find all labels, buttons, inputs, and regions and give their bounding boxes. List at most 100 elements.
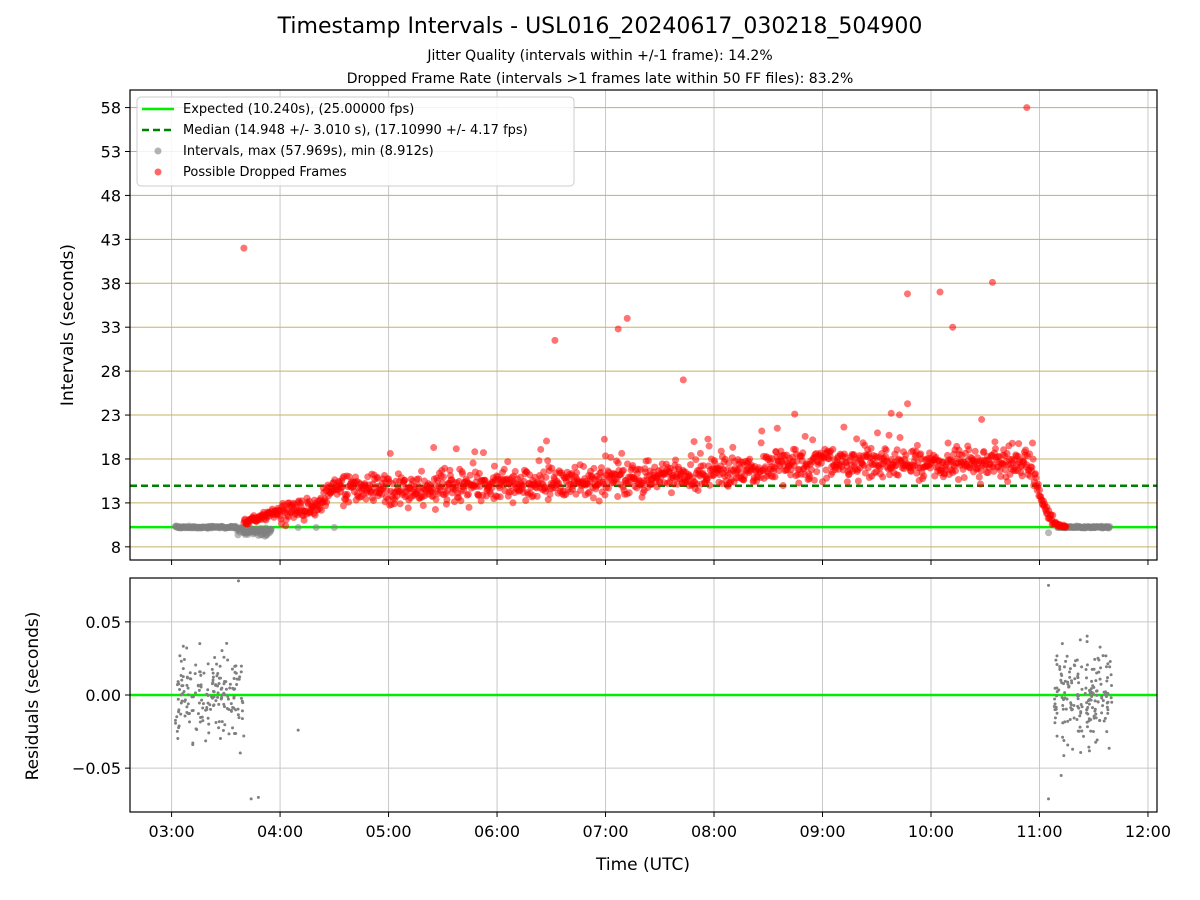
residual-point bbox=[224, 687, 228, 691]
dropped-frame-point bbox=[1028, 463, 1036, 471]
dropped-frame-point bbox=[773, 424, 781, 432]
residual-point bbox=[185, 705, 189, 709]
dropped-frame-point bbox=[626, 479, 634, 487]
residual-point bbox=[1086, 712, 1090, 716]
residual-point bbox=[1076, 672, 1080, 676]
dropped-frame-point bbox=[853, 435, 861, 443]
residual-point bbox=[1109, 673, 1113, 677]
interval-point bbox=[204, 524, 212, 532]
dropped-frame-point bbox=[317, 506, 325, 514]
dropped-frame-point bbox=[546, 490, 554, 498]
residual-point bbox=[1085, 725, 1089, 729]
top-ytick-label: 13 bbox=[101, 494, 121, 513]
legend-dropped-swatch bbox=[154, 168, 162, 176]
residual-point bbox=[1087, 702, 1091, 706]
dropped-frame-point bbox=[988, 278, 996, 286]
residual-point bbox=[1104, 665, 1108, 669]
residual-point bbox=[223, 723, 227, 727]
residual-point bbox=[207, 722, 211, 726]
dropped-frame-point bbox=[614, 325, 622, 333]
residual-point bbox=[175, 683, 179, 687]
residual-point bbox=[1095, 693, 1099, 697]
residual-point bbox=[1063, 679, 1067, 683]
dropped-frame-point bbox=[976, 480, 984, 488]
residual-point bbox=[1093, 657, 1097, 661]
residual-point bbox=[1098, 718, 1102, 722]
dropped-frame-point bbox=[687, 452, 695, 460]
dropped-frame-point bbox=[511, 468, 519, 476]
residual-point bbox=[218, 737, 222, 741]
bottom-axis: 03:00 04:00 05:00 06:00 07:00 08:00 09:00 10:00… bbox=[72, 613, 1171, 841]
residual-point bbox=[1055, 734, 1059, 738]
dropped-frame-point bbox=[896, 434, 904, 442]
dropped-frame-point bbox=[867, 444, 875, 452]
residual-point bbox=[1053, 702, 1057, 706]
dropped-frame-point bbox=[607, 453, 615, 461]
dropped-frame-point bbox=[548, 464, 556, 472]
residual-point bbox=[188, 720, 192, 724]
chart-title: Timestamp Intervals - USL016_20240617_03… bbox=[277, 14, 923, 39]
bottom-points bbox=[173, 579, 1114, 801]
residual-point bbox=[1101, 704, 1105, 708]
residual-point bbox=[224, 680, 228, 684]
residual-point bbox=[198, 642, 202, 646]
dropped-frame-point bbox=[997, 472, 1005, 480]
residual-point bbox=[1101, 699, 1105, 703]
residual-point bbox=[194, 727, 198, 731]
residual-point bbox=[1059, 773, 1063, 777]
residual-point bbox=[241, 701, 245, 705]
residual-point bbox=[1092, 667, 1096, 671]
legend-median-label: Median (14.948 +/- 3.010 s), (17.10990 +… bbox=[183, 123, 528, 138]
dropped-frame-point bbox=[879, 473, 887, 481]
dropped-frame-point bbox=[996, 466, 1004, 474]
residual-point bbox=[220, 693, 224, 697]
residual-point bbox=[219, 687, 223, 691]
residual-point bbox=[1055, 690, 1059, 694]
residual-point bbox=[181, 684, 185, 688]
dropped-frame-point bbox=[339, 502, 347, 510]
dropped-frame-point bbox=[954, 475, 962, 483]
top-points bbox=[171, 104, 1114, 540]
bottom-ytick-label: 0.00 bbox=[85, 686, 121, 705]
residual-point bbox=[1082, 734, 1086, 738]
residual-point bbox=[196, 684, 200, 688]
dropped-frame-point bbox=[936, 288, 944, 296]
interval-point bbox=[244, 528, 252, 536]
bottom-xtick-label: 09:00 bbox=[799, 822, 845, 841]
top-ytick-label: 58 bbox=[101, 99, 121, 118]
residual-point bbox=[207, 731, 211, 735]
dropped-frame-point bbox=[544, 457, 552, 465]
dropped-frame-point bbox=[526, 471, 534, 479]
residual-point bbox=[1094, 679, 1098, 683]
dropped-frame-point bbox=[894, 471, 902, 479]
residual-point bbox=[1094, 712, 1098, 716]
residual-point bbox=[211, 671, 215, 675]
dropped-frame-point bbox=[795, 479, 803, 487]
dropped-frame-point bbox=[920, 472, 928, 480]
residual-point bbox=[1068, 675, 1072, 679]
residual-point bbox=[242, 734, 246, 738]
residual-point bbox=[235, 677, 239, 681]
top-ytick-label: 53 bbox=[101, 142, 121, 161]
residual-point bbox=[239, 696, 243, 700]
residual-point bbox=[1087, 717, 1091, 721]
residual-point bbox=[1076, 704, 1080, 708]
dropped-frame-point bbox=[446, 466, 454, 474]
residual-point bbox=[181, 667, 185, 671]
residual-point bbox=[226, 697, 230, 701]
dropped-frame-point bbox=[544, 496, 552, 504]
residual-point bbox=[239, 670, 243, 674]
residual-point bbox=[1080, 729, 1084, 733]
residual-point bbox=[1070, 679, 1074, 683]
residual-point bbox=[197, 701, 201, 705]
interval-point bbox=[177, 523, 185, 531]
dropped-frame-point bbox=[542, 473, 550, 481]
residual-point bbox=[226, 658, 230, 662]
dropped-frame-point bbox=[885, 431, 893, 439]
residual-point bbox=[1095, 671, 1099, 675]
dropped-frame-point bbox=[944, 439, 952, 447]
dropped-frame-point bbox=[1015, 440, 1023, 448]
residual-point bbox=[1061, 735, 1065, 739]
